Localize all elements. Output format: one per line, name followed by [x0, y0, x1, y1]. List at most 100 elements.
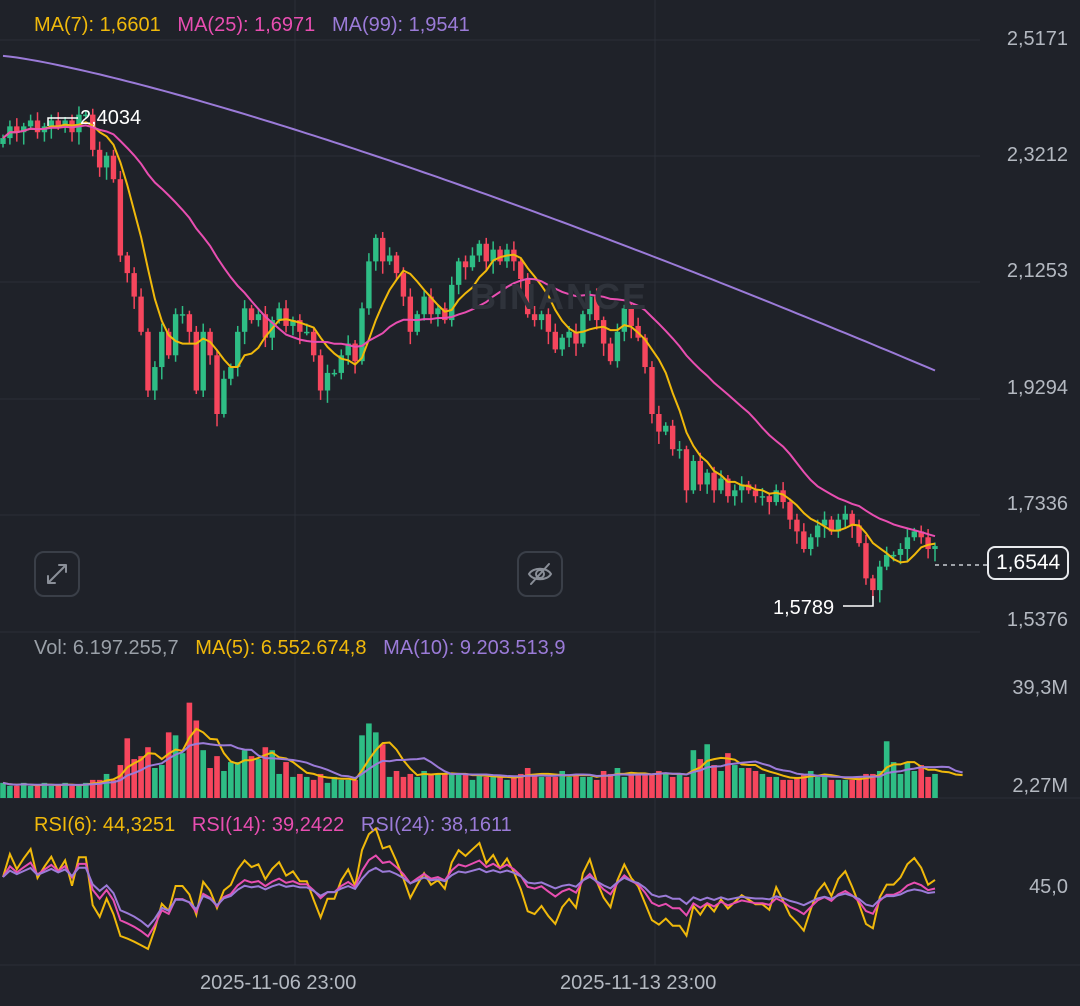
volume-bar — [925, 776, 931, 798]
candle-body — [676, 449, 683, 451]
candle-body — [745, 484, 752, 491]
volume-bar — [552, 776, 559, 798]
volume-bar — [41, 782, 48, 798]
candle-body — [421, 296, 427, 315]
rsi6-line — [2, 826, 936, 951]
watermark-logo: BINANCE — [470, 276, 649, 317]
candle-body — [373, 237, 379, 262]
volume-bar — [152, 768, 158, 798]
volume-bar — [303, 776, 310, 798]
volume-bar — [821, 773, 828, 798]
candle-body — [193, 331, 200, 391]
candle-body — [297, 320, 303, 332]
volume-bar — [476, 773, 483, 798]
hide-indicators-button[interactable] — [517, 551, 563, 597]
volume-bar — [338, 779, 345, 798]
rsi14-legend: RSI(14): 39,2422 — [191, 814, 345, 836]
volume-bar — [103, 773, 110, 798]
candle-body — [317, 355, 324, 391]
vol-legend: Vol: 6.197.255,7 — [34, 637, 179, 659]
ma25-line — [2, 124, 936, 538]
volume-bar — [849, 779, 855, 798]
volume-bar — [766, 776, 773, 798]
candle-body — [890, 554, 897, 557]
volume-bar — [490, 776, 496, 798]
expand-button[interactable] — [34, 551, 80, 597]
candle-body — [214, 355, 220, 414]
volume-bar — [904, 762, 911, 798]
candle-body — [587, 296, 593, 315]
candle-body — [621, 308, 628, 332]
volume-bar — [62, 782, 68, 798]
candle-body — [283, 308, 289, 326]
volume-bar — [255, 759, 262, 798]
volume-bar — [428, 773, 434, 798]
volume-bar — [545, 776, 552, 798]
candle-body — [483, 243, 489, 262]
volume-bar — [704, 744, 710, 798]
time-tick: 2025-11-06 23:00 — [200, 972, 357, 994]
volume-bar — [0, 782, 6, 798]
candle-body — [490, 249, 496, 262]
high-marker — [47, 117, 78, 126]
ma7-legend: MA(7): 1,6601 — [34, 14, 161, 36]
volume-bar — [780, 779, 786, 798]
volume-bar — [504, 779, 510, 798]
candle-body — [497, 249, 503, 262]
legend-top: MA(7): 1,6601 MA(25): 1,6971 MA(99): 1,9… — [34, 14, 470, 37]
candle-body — [165, 331, 172, 356]
volume-bar — [96, 779, 103, 798]
volume-bar — [718, 770, 724, 798]
volume-bar — [131, 759, 137, 798]
volume-bar — [559, 770, 565, 798]
candle-body — [117, 179, 124, 256]
candle-body — [656, 413, 662, 432]
candle-body — [669, 425, 676, 450]
candle-body — [628, 308, 634, 326]
candle-body — [718, 478, 724, 491]
volume-bar — [883, 741, 890, 798]
candle-body — [649, 367, 655, 414]
candle-body — [393, 255, 400, 274]
candle-body — [200, 331, 206, 391]
candle-body — [103, 155, 110, 168]
volume-bar — [317, 773, 324, 798]
candle-body — [870, 578, 876, 591]
candle-body — [531, 314, 538, 321]
candle-body — [642, 337, 648, 368]
candle-body — [759, 496, 766, 498]
ma7-line — [2, 121, 936, 564]
candle-body — [863, 543, 869, 579]
volume-bar — [773, 776, 780, 798]
candle-body — [573, 331, 579, 344]
candle-body — [904, 537, 911, 550]
ma25-legend: MA(25): 1,6971 — [177, 14, 316, 36]
candle-body — [276, 308, 282, 321]
volume-bar — [787, 779, 793, 798]
candle-body — [27, 120, 34, 127]
volume-bar — [34, 785, 41, 798]
volume-ma10-line — [2, 742, 963, 786]
volume-bar — [566, 776, 572, 798]
volume-bar — [207, 768, 213, 798]
candle-body — [697, 460, 703, 485]
volume-bar — [55, 785, 62, 798]
candle-body — [738, 484, 745, 491]
vol-ma5-legend: MA(5): 6.552.674,8 — [195, 637, 367, 659]
volume-bar — [524, 768, 531, 798]
ma99-legend: MA(99): 1,9541 — [331, 14, 470, 36]
volume-bar — [14, 785, 20, 798]
candle-body — [600, 320, 607, 344]
volume-bar — [669, 776, 676, 798]
candle-body — [449, 284, 455, 321]
price-tick: 2,5171 — [1006, 28, 1068, 50]
volume-bar — [352, 779, 358, 798]
volume-bar — [863, 773, 869, 798]
rsi24-legend: RSI(24): 38,1611 — [360, 814, 512, 836]
volume-bar — [407, 773, 414, 798]
price-tick: 1,5376 — [1006, 609, 1068, 631]
volume-bar — [897, 773, 904, 798]
candle-body — [34, 120, 41, 133]
volume-tick: 2,27M — [1012, 775, 1068, 797]
